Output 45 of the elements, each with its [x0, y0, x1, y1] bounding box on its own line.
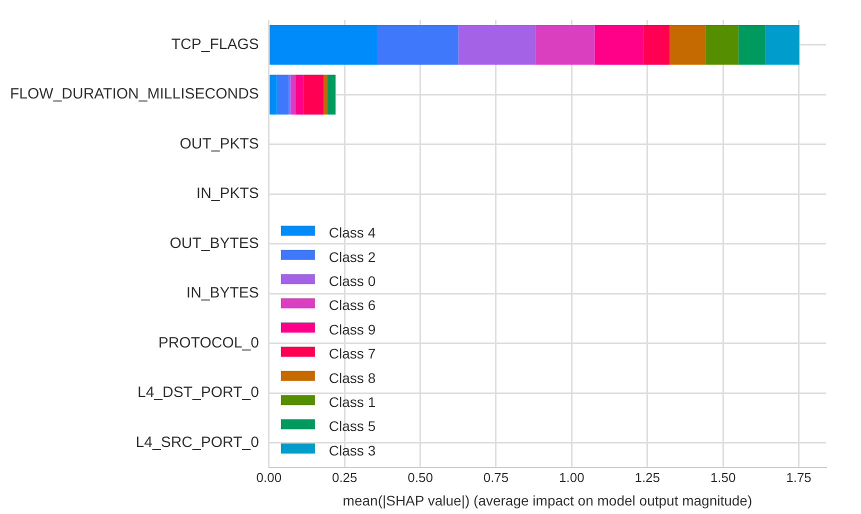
bar	[328, 74, 336, 114]
bar	[738, 24, 766, 65]
legend-label: Class 2	[328, 248, 376, 265]
x-tick-label: 0.25	[332, 470, 358, 485]
legend-label: Class 5	[328, 418, 376, 434]
y-tick-label: PROTOCOL_0	[158, 334, 259, 352]
y-tick-label: L4_DST_PORT_0	[137, 384, 259, 402]
y-tick-label: IN_PKTS	[196, 185, 259, 202]
x-tick-label: 0.50	[408, 470, 433, 485]
bar	[270, 24, 378, 65]
legend-label: Class 1	[328, 394, 376, 410]
x-tick-label: 1.75	[786, 470, 812, 485]
x-tick-label: 0.75	[483, 470, 509, 485]
x-axis-title: mean(|SHAP value|) (average impact on model output magnitude)	[342, 492, 752, 508]
x-tick-label: 1.00	[559, 470, 584, 485]
bar	[304, 74, 324, 114]
bar	[270, 74, 277, 114]
bar	[276, 74, 289, 114]
x-tick-label: 0.00	[256, 470, 282, 485]
legend-label: Class 3	[328, 442, 376, 458]
bar	[594, 24, 644, 65]
legend-label: Class 8	[328, 370, 376, 386]
legend-label: Class 0	[328, 272, 376, 289]
y-tick-label: IN_BYTES	[186, 284, 259, 302]
legend-label: Class 4	[328, 224, 376, 241]
legend-label: Class 7	[328, 346, 376, 362]
bar	[290, 74, 296, 114]
legend-label: Class 9	[328, 321, 376, 338]
bar	[670, 24, 706, 65]
y-tick-label: TCP_FLAGS	[171, 36, 259, 54]
bar	[378, 24, 458, 65]
y-tick-label: L4_SRC_PORT_0	[136, 434, 259, 451]
y-tick-label: OUT_BYTES	[170, 234, 259, 252]
bar	[535, 24, 595, 65]
x-tick-label: 1.25	[634, 470, 660, 485]
bar	[643, 24, 670, 65]
bar	[705, 24, 738, 65]
bar	[324, 74, 326, 114]
y-tick-label: FLOW_DURATION_MILLISECONDS	[10, 86, 259, 103]
bar	[766, 24, 800, 65]
bar	[458, 24, 536, 65]
y-tick-label: OUT_PKTS	[180, 135, 259, 152]
bar	[295, 74, 304, 114]
legend-label: Class 6	[328, 297, 376, 314]
x-tick-label: 1.50	[710, 470, 736, 485]
